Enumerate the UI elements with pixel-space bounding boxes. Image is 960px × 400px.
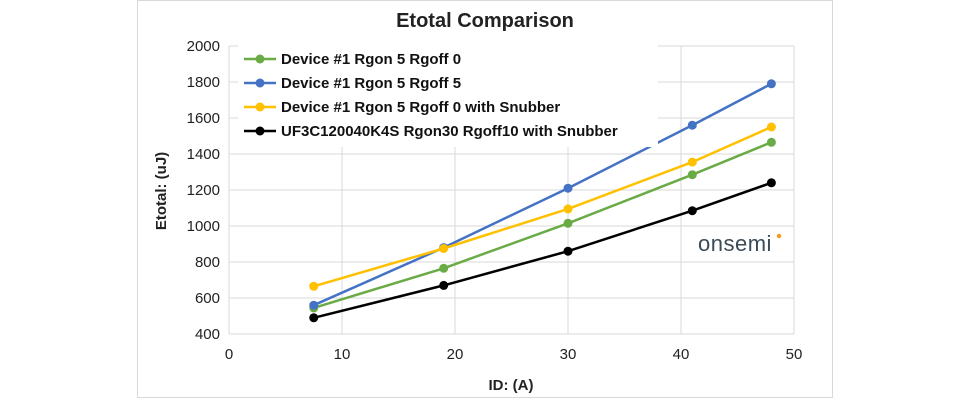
data-point [439,263,449,273]
series-line [313,141,772,310]
y-axis-title: Etotal: (uJ) [153,152,170,230]
y-tick-label: 1200 [187,182,220,199]
x-axis-ticks: 0 10 20 30 40 50 [225,346,803,363]
legend-item: Device #1 Rgon 5 Rgoff 0 with Snubber [244,99,560,116]
legend-marker [255,54,265,64]
legend-label: Device #1 Rgon 5 Rgoff 0 with Snubber [281,99,560,116]
legend-item: Device #1 Rgon 5 Rgoff 5 [244,75,461,92]
data-point [439,280,449,290]
x-tick-label: 50 [786,346,803,363]
legend-marker [255,126,265,136]
legend-item: UF3C120040K4S Rgon30 Rgoff10 with Snubbe… [244,123,618,140]
data-point [309,300,319,310]
data-point [687,120,697,130]
series-3 [309,122,776,291]
data-point [687,157,697,167]
y-tick-label: 1000 [187,218,220,235]
x-tick-label: 10 [334,346,351,363]
y-tick-label: 400 [195,326,220,343]
series-4 [309,178,776,323]
data-point [766,79,776,89]
chart-title: Etotal Comparison [396,10,574,32]
y-tick-label: 1600 [187,110,220,127]
y-tick-label: 1800 [187,74,220,91]
data-point [439,244,449,253]
series-1 [309,137,776,313]
x-tick-label: 20 [447,346,464,363]
data-series [309,79,776,323]
x-tick-label: 30 [560,346,577,363]
data-point [563,204,573,214]
x-tick-label: 0 [225,346,233,363]
y-tick-label: 800 [195,254,220,271]
series-2 [309,79,776,310]
y-axis-ticks: 400 600 800 1000 1200 1400 1600 1800 2000 [187,38,220,343]
data-point [687,206,697,216]
data-point [309,313,319,323]
chart-frame: Etotal Comparison 400 600 800 1000 1200 1400 1… [137,0,833,398]
data-point [563,218,573,228]
legend-marker [255,102,265,112]
data-point [766,178,776,188]
data-point [563,183,573,193]
legend-marker [255,78,265,88]
logo-accent-dot [776,233,782,239]
legend: Device #1 Rgon 5 Rgoff 0 Device #1 Rgon 5… [238,45,658,147]
x-tick-label: 40 [673,346,690,363]
x-axis-title: ID: (A) [489,377,534,394]
brand-logo-text: onsemi [698,231,772,256]
legend-label: Device #1 Rgon 5 Rgoff 0 [281,51,461,68]
data-point [309,281,319,291]
y-tick-label: 600 [195,290,220,307]
data-point [766,137,776,147]
onsemi-logo: onsemi [698,231,782,256]
legend-item: Device #1 Rgon 5 Rgoff 0 [244,51,461,68]
legend-label: UF3C120040K4S Rgon30 Rgoff10 with Snubbe… [281,123,618,140]
line-chart: Etotal Comparison 4006008001000120014001… [153,10,803,394]
y-tick-label: 2000 [187,38,220,55]
data-point [766,122,776,132]
legend-background [238,45,658,147]
legend-label: Device #1 Rgon 5 Rgoff 5 [281,75,461,92]
data-point [687,170,697,180]
y-tick-label: 1400 [187,146,220,163]
data-point [563,246,573,256]
